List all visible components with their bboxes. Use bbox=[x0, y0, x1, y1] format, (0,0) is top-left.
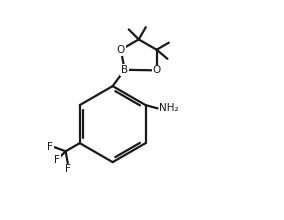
Text: O: O bbox=[117, 45, 125, 55]
Text: O: O bbox=[153, 65, 161, 75]
Text: F: F bbox=[54, 155, 60, 165]
Text: F: F bbox=[65, 164, 71, 174]
Text: NH₂: NH₂ bbox=[159, 103, 179, 113]
Text: F: F bbox=[47, 142, 53, 152]
Text: B: B bbox=[121, 65, 128, 75]
